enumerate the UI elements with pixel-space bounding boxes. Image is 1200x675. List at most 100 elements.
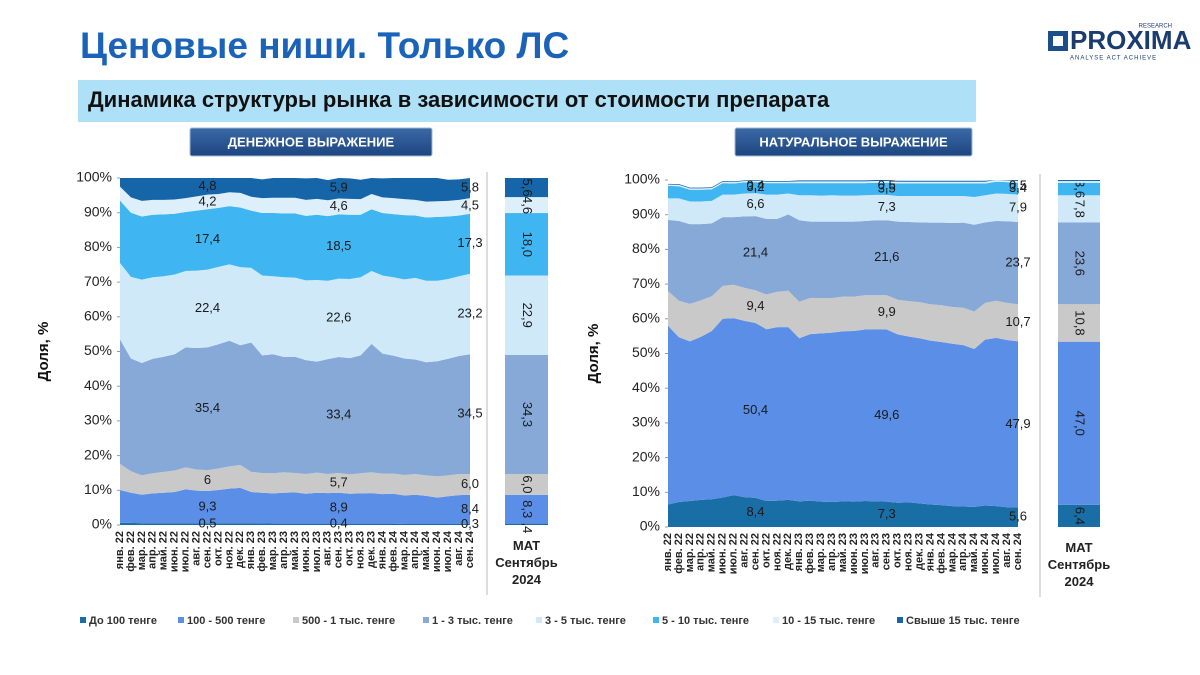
x-tick-label: MAT Сентябрь 2024 (495, 538, 557, 587)
x-tick-label: июл. 24 (442, 530, 454, 572)
value-label: 5,6 (520, 179, 535, 197)
x-tick-label: янв. 24 (376, 530, 388, 569)
x-tick-label: фев. 22 (125, 531, 137, 572)
x-tick-label: сен. 22 (201, 531, 213, 568)
value-label: 7,9 (1009, 200, 1027, 215)
x-tick-label: мар. 24 (946, 532, 958, 572)
value-label: 8,3 (520, 500, 535, 518)
x-tick-line: 2024 (1065, 574, 1095, 589)
logo-small: RESEARCH (1139, 24, 1172, 30)
area-series (668, 318, 1018, 508)
value-label: 7,3 (878, 506, 896, 521)
legend-swatch (178, 617, 184, 623)
value-label: 47,0 (1073, 411, 1088, 436)
y-tick-label: 50% (632, 344, 660, 360)
bar-segment (1058, 182, 1100, 196)
x-tick-label: янв. 23 (793, 533, 805, 571)
legend-label: 3 - 5 тыс. тенге (545, 615, 626, 627)
value-label: 4,8 (198, 178, 216, 193)
value-label: 3,5 (878, 180, 896, 195)
x-tick-label: июл. 22 (728, 533, 740, 574)
section-button (734, 127, 973, 157)
value-label: 8,9 (330, 500, 348, 515)
y-tick-label: 30% (632, 414, 660, 430)
area-series (668, 180, 1018, 190)
section-title: НАТУРАЛЬНОЕ ВЫРАЖЕНИЕ (759, 134, 948, 149)
y-tick-label: 30% (84, 412, 112, 428)
x-tick-label: ноя. 23 (903, 533, 915, 571)
x-tick-label: апр. 24 (957, 532, 969, 571)
value-label: 7,8 (1073, 200, 1088, 218)
x-tick-label: мар. 23 (267, 531, 279, 570)
value-label: 9,3 (198, 499, 216, 514)
x-tick-label: сен. 23 (333, 531, 345, 568)
x-tick-label: авг. 24 (453, 530, 465, 566)
area-series (120, 339, 470, 477)
area-series (120, 263, 470, 363)
x-tick-label: мар. 22 (136, 531, 148, 570)
x-tick-label: сен. 23 (881, 533, 893, 570)
x-tick-label: фев. 24 (387, 530, 399, 572)
legend-label: 100 - 500 тенге (187, 615, 265, 627)
x-tick-label: апр. 22 (695, 533, 707, 571)
x-tick-label: окт. 23 (344, 531, 356, 566)
x-tick-label: дек. 22 (782, 533, 794, 570)
x-tick-label: май. 24 (968, 532, 980, 572)
value-label: 17,4 (195, 231, 220, 246)
x-tick-label: янв. 23 (245, 531, 257, 569)
value-label: 4,2 (198, 193, 216, 208)
x-tick-label: дек. 22 (234, 531, 246, 568)
value-label: 49,6 (874, 407, 899, 422)
x-tick-label: сен. 24 (1012, 532, 1024, 570)
legend-label: 5 - 10 тыс. тенге (662, 615, 749, 627)
value-label: 0,5 (878, 177, 896, 192)
x-tick-label: фев. 22 (673, 533, 685, 574)
areas (120, 178, 470, 525)
x-tick-label: мар. 22 (684, 533, 696, 572)
x-tick-label: май. 22 (158, 531, 170, 570)
area-series (668, 284, 1018, 349)
y-tick-label: 40% (632, 379, 660, 395)
section-title: ДЕНЕЖНОЕ ВЫРАЖЕНИЕ (228, 134, 395, 149)
area-series (120, 200, 470, 281)
x-tick-label: ноя. 23 (355, 531, 367, 569)
logo-tagline: ANALYSE ACT ACHIEVE (1070, 56, 1157, 62)
x-tick-label: июн. 22 (717, 533, 729, 574)
value-label: 34,3 (520, 402, 535, 427)
value-label: 8,4 (461, 501, 479, 516)
value-label: 23,6 (1073, 251, 1088, 276)
legend-swatch (773, 617, 779, 623)
area-series (668, 180, 1018, 189)
bar-segment (505, 473, 548, 495)
y-tick-label: 50% (84, 342, 112, 358)
value-label: 18,5 (326, 238, 351, 253)
x-tick-label: июл. 23 (311, 531, 323, 572)
bar-segment (505, 178, 548, 198)
logo: PROXIMA RESEARCH ANALYSE ACT ACHIEVE (1048, 24, 1192, 62)
bar-segment (1058, 195, 1100, 223)
x-tick-label: апр. 24 (409, 530, 421, 569)
legend-label: 1 - 3 тыс. тенге (432, 615, 513, 627)
x-tick-label: июн. 24 (431, 530, 443, 572)
value-label: 35,4 (195, 400, 220, 415)
y-tick-label: 20% (84, 446, 112, 462)
legend-swatch (653, 617, 659, 623)
value-label: 18,0 (520, 232, 535, 257)
value-label: 4,6 (330, 198, 348, 213)
y-tick-label: 70% (632, 275, 660, 291)
bar-segment (505, 213, 548, 276)
x-tick-label: ноя. 22 (771, 533, 783, 571)
bar-segment (505, 197, 548, 214)
x-tick-label: мар. 24 (398, 530, 410, 570)
x-tick-label: дек. 23 (913, 533, 925, 570)
y-tick-label: 60% (84, 308, 112, 324)
value-label: 3,4 (1009, 180, 1027, 195)
value-label: 6,0 (461, 476, 479, 491)
value-label: 0,5 (1009, 177, 1027, 192)
x-tick-line: MAT (513, 538, 540, 553)
bar-segment (1058, 304, 1100, 342)
value-label: 34,5 (457, 406, 482, 421)
y-tick-label: 80% (632, 240, 660, 256)
value-label: 22,4 (195, 300, 220, 315)
